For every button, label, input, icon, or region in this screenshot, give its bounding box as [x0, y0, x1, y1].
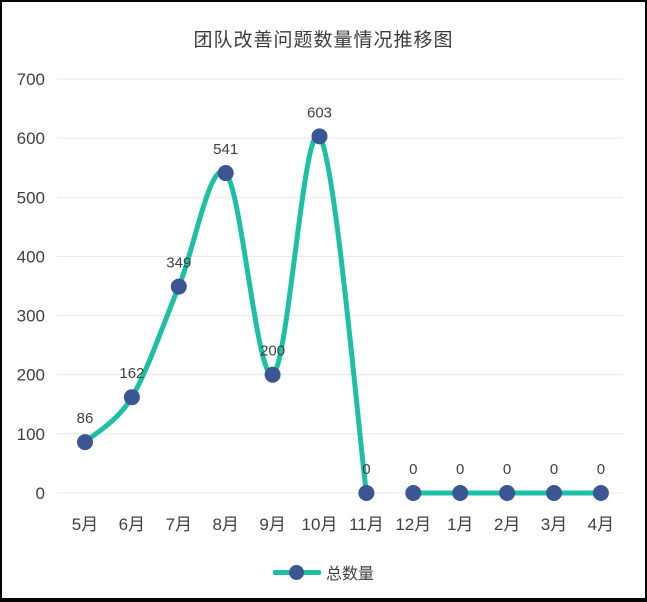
data-label: 0	[550, 461, 558, 478]
data-point-marker	[170, 278, 187, 295]
data-point-marker	[217, 165, 234, 182]
y-tick-label: 0	[36, 484, 45, 503]
data-label: 541	[213, 141, 238, 158]
x-tick-label: 5月	[72, 515, 98, 534]
data-point-marker	[358, 485, 375, 501]
y-tick-label: 500	[17, 188, 45, 207]
legend: 总数量	[2, 560, 645, 584]
data-label: 162	[119, 365, 144, 382]
data-label: 349	[166, 255, 191, 272]
legend-marker-dot-icon	[288, 564, 304, 580]
data-point-marker	[405, 485, 422, 501]
legend-item-total[interactable]: 总数量	[272, 560, 374, 584]
data-point-marker	[311, 128, 328, 145]
data-point-marker	[123, 389, 140, 406]
line-chart-canvas: 0 100 200 300 400 500 600 700 5月 6月 7月 8月 9月 10月 11月 12…	[17, 70, 623, 534]
legend-line-swatch	[272, 564, 321, 580]
x-tick-label: 3月	[541, 515, 567, 534]
data-label: 200	[260, 343, 285, 360]
chart-title: 团队改善问题数量情况推移图	[193, 30, 454, 51]
data-label: 0	[456, 461, 464, 478]
x-tick-label: 12月	[395, 515, 431, 534]
y-tick-label: 100	[17, 425, 45, 444]
x-tick-label: 1月	[447, 515, 473, 534]
data-point-marker	[546, 485, 562, 501]
y-tick-label: 200	[17, 366, 45, 385]
x-tick-label: 9月	[259, 515, 285, 534]
y-tick-label: 600	[17, 129, 45, 148]
y-tick-label: 400	[17, 247, 45, 266]
data-point-marker	[592, 485, 609, 501]
data-label: 0	[597, 461, 605, 478]
x-tick-label: 4月	[588, 515, 614, 534]
data-point-marker	[264, 366, 281, 383]
data-label: 0	[362, 461, 370, 478]
y-tick-label: 700	[17, 70, 45, 89]
data-label: 0	[503, 461, 511, 478]
x-tick-label: 6月	[119, 515, 145, 534]
data-label: 603	[307, 104, 332, 121]
x-tick-label: 8月	[212, 515, 238, 534]
x-tick-label: 11月	[349, 515, 384, 534]
data-label: 0	[409, 461, 417, 478]
data-point-marker	[499, 485, 516, 501]
y-tick-label: 300	[17, 307, 45, 326]
x-tick-label: 2月	[494, 515, 520, 534]
series-line	[82, 133, 369, 496]
x-tick-label: 10月	[302, 515, 338, 534]
x-tick-label: 7月	[166, 515, 192, 534]
legend-label: 总数量	[325, 566, 374, 583]
data-point-marker	[77, 434, 93, 451]
data-label: 86	[77, 410, 94, 427]
data-point-marker	[452, 485, 469, 501]
